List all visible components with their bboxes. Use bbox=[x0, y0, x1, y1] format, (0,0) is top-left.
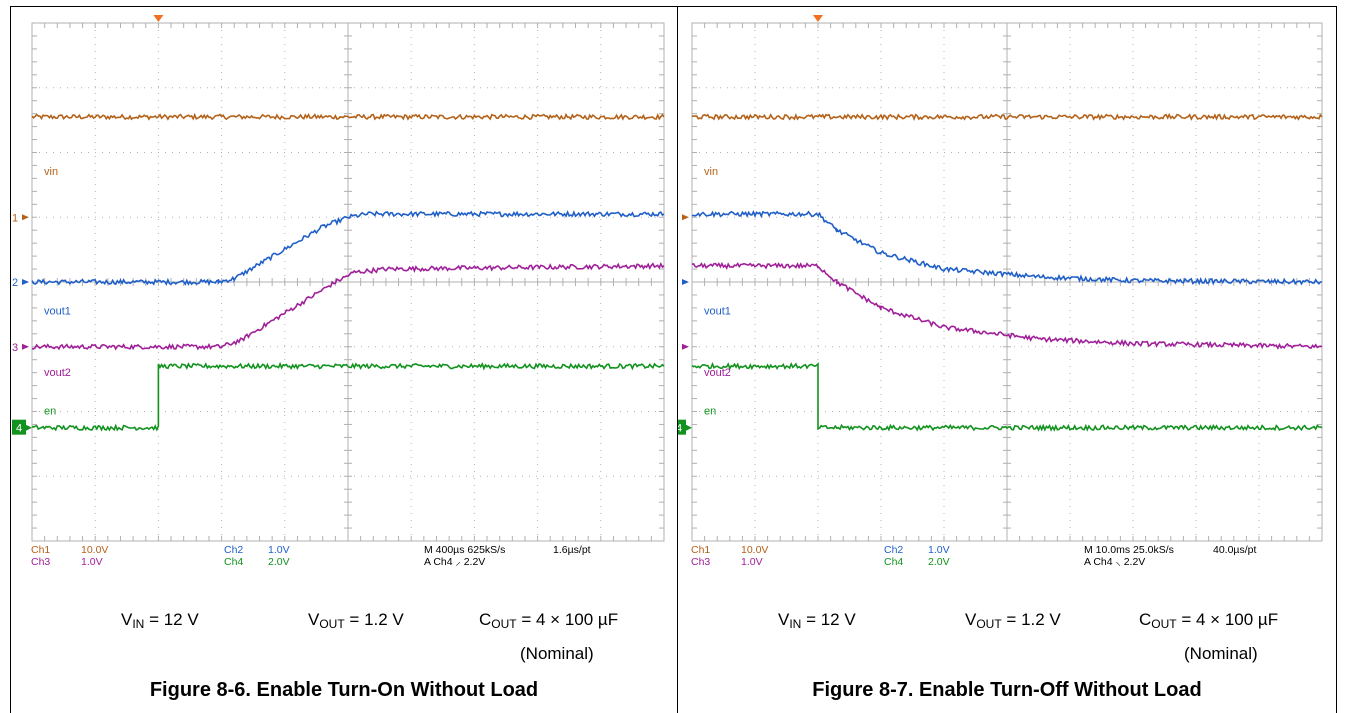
trace-vout1 bbox=[31, 209, 665, 286]
figure-caption: Figure 8-7. Enable Turn-Off Without Load bbox=[812, 679, 1202, 701]
trace-en bbox=[31, 361, 665, 432]
ground-marker-box bbox=[12, 419, 26, 435]
channel-label-vin: vin bbox=[704, 166, 718, 178]
ground-marker-arrow bbox=[682, 279, 689, 285]
settings-readout: 1.0V bbox=[268, 544, 290, 556]
figure-caption: Figure 8-6. Enable Turn-On Without Load bbox=[149, 679, 539, 701]
ground-marker-arrow bbox=[682, 214, 689, 221]
ground-marker-label: 4 bbox=[678, 423, 682, 435]
channel-label-en: en bbox=[704, 406, 716, 418]
ground-marker-arrow bbox=[686, 424, 692, 431]
ground-marker-label: 2 bbox=[12, 277, 18, 289]
settings-readout: M 10.0ms 25.0kS/s bbox=[1084, 544, 1174, 556]
ground-marker-arrow bbox=[22, 279, 29, 285]
cout-condition: COUT = 4 × 100 µF bbox=[479, 610, 619, 631]
ground-marker-label: 1 bbox=[12, 212, 18, 224]
ground-marker-arrow bbox=[26, 424, 32, 431]
trace-vin bbox=[692, 112, 1323, 122]
settings-readout: 10.0V bbox=[81, 544, 108, 556]
settings-readout: Ch2 bbox=[224, 544, 243, 556]
settings-readout: A Ch4 ⸜ 2.2V bbox=[1084, 556, 1145, 568]
vin-condition: VIN = 12 V bbox=[778, 610, 856, 631]
channel-label-vout2: vout2 bbox=[44, 367, 71, 379]
channel-label-vin: vin bbox=[44, 166, 58, 178]
settings-readout: A Ch4 ⸝ 2.2V bbox=[424, 556, 485, 568]
settings-readout: M 400µs 625kS/s bbox=[424, 544, 505, 556]
settings-readout: 2.0V bbox=[268, 556, 290, 568]
vout-condition: VOUT = 1.2 V bbox=[308, 610, 404, 631]
ground-marker-box bbox=[678, 419, 686, 435]
channel-label-en: en bbox=[44, 406, 56, 418]
settings-readout: 2.0V bbox=[928, 556, 950, 568]
trace-vin bbox=[31, 112, 665, 121]
settings-readout: Ch3 bbox=[31, 556, 50, 568]
ground-marker-label: 4 bbox=[16, 423, 22, 435]
settings-readout: Ch2 bbox=[884, 544, 903, 556]
settings-readout: Ch1 bbox=[31, 544, 50, 556]
channel-label-vout1: vout1 bbox=[704, 305, 731, 317]
ground-marker-label: 3 bbox=[12, 342, 18, 354]
settings-readout: 1.0V bbox=[741, 556, 763, 568]
ground-marker-arrow bbox=[22, 214, 29, 221]
settings-readout: 1.0V bbox=[81, 556, 103, 568]
settings-readout: Ch1 bbox=[691, 544, 710, 556]
vout-condition: VOUT = 1.2 V bbox=[965, 610, 1061, 631]
graticule bbox=[31, 22, 665, 542]
ground-marker-arrow bbox=[682, 343, 689, 350]
trigger-position-marker bbox=[153, 15, 164, 22]
ground-marker-arrow bbox=[22, 343, 29, 350]
nominal-note: (Nominal) bbox=[1184, 644, 1258, 663]
figure-8-6-panel: 1 2 3 4 vin vout1 vout2 en Ch1 10.0V Ch2 1.0V M 400µ… bbox=[10, 6, 678, 713]
cout-condition: COUT = 4 × 100 µF bbox=[1139, 610, 1279, 631]
trace-vout2 bbox=[31, 261, 665, 351]
settings-readout: Ch4 bbox=[884, 556, 903, 568]
channel-label-vout2: vout2 bbox=[704, 367, 731, 379]
trigger-position-marker bbox=[813, 15, 823, 22]
vin-condition: VIN = 12 V bbox=[121, 610, 199, 631]
oscilloscope-plot-turn-on: 1 2 3 4 vin vout1 vout2 en Ch1 10.0V Ch2 1.0V M 400µ… bbox=[12, 15, 665, 568]
settings-readout: 1.6µs/pt bbox=[553, 544, 591, 556]
settings-readout: 1.0V bbox=[928, 544, 950, 556]
trace-vout1 bbox=[691, 209, 1323, 286]
settings-readout: 10.0V bbox=[741, 544, 768, 556]
trace-en bbox=[691, 361, 1323, 432]
settings-readout: Ch3 bbox=[691, 556, 710, 568]
settings-readout: Ch4 bbox=[224, 556, 243, 568]
trace-vout2 bbox=[691, 261, 1323, 350]
nominal-note: (Nominal) bbox=[520, 644, 594, 663]
channel-label-vout1: vout1 bbox=[44, 305, 71, 317]
settings-readout: 40.0µs/pt bbox=[1213, 544, 1256, 556]
